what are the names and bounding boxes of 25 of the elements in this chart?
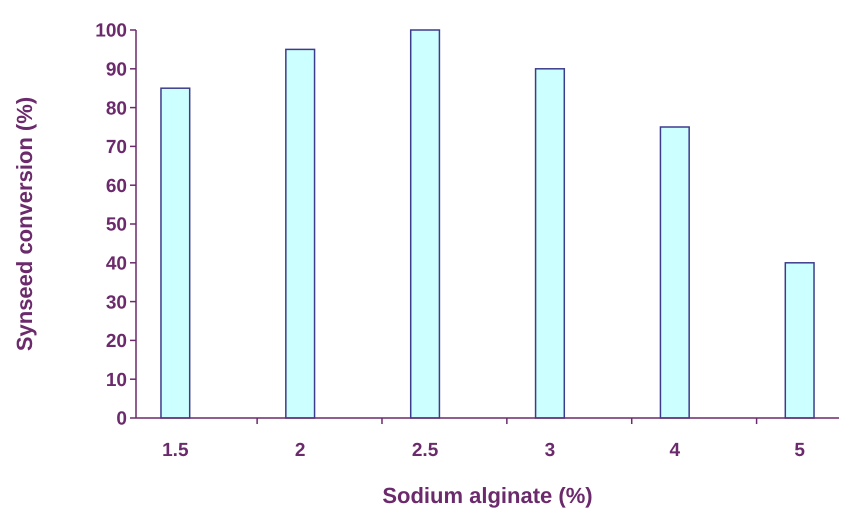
y-tick-label: 70 — [106, 137, 127, 158]
bar — [534, 68, 566, 419]
y-tick-label: 40 — [106, 253, 127, 274]
x-tick-label: 1.5 — [162, 440, 189, 461]
y-tick-label: 60 — [106, 176, 127, 197]
x-tick-label: 2 — [294, 440, 306, 461]
y-tick-label: 100 — [95, 20, 127, 42]
bar — [160, 87, 190, 419]
bar — [784, 262, 815, 419]
y-tick-label: 0 — [116, 408, 127, 430]
y-tick-label: 80 — [106, 98, 127, 120]
x-axis-title: Sodium alginate (%) — [382, 483, 593, 508]
y-tick-label: 90 — [106, 59, 127, 80]
y-tick-label: 50 — [106, 214, 127, 236]
x-tick-label: 2.5 — [412, 440, 439, 461]
bar — [285, 48, 316, 419]
y-axis-title: Synseed conversion (%) — [12, 96, 37, 352]
bar — [410, 29, 440, 419]
y-tick-label: 20 — [106, 331, 127, 352]
y-tick-label: 30 — [106, 292, 127, 314]
x-tick-label: 5 — [794, 440, 806, 461]
y-tick-label: 10 — [106, 370, 127, 391]
x-tick-label: 3 — [544, 440, 556, 461]
x-tick-label: 4 — [670, 440, 681, 461]
bar — [660, 126, 690, 419]
